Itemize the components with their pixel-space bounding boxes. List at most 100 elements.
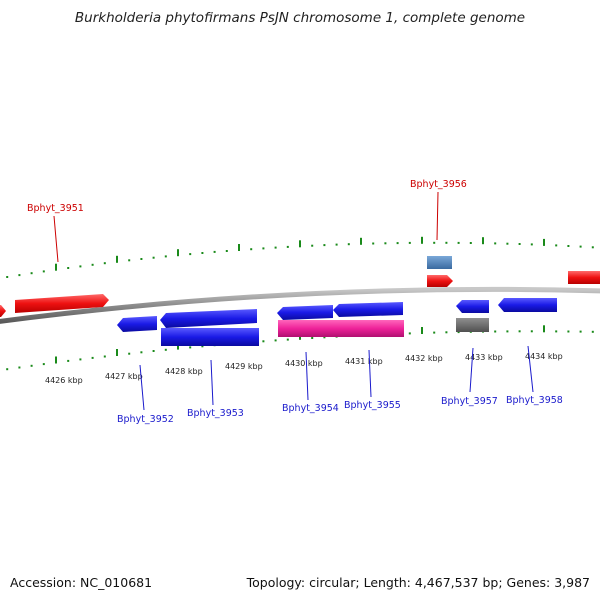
scale-dot <box>6 276 9 278</box>
gene-block-steelblue[interactable] <box>427 256 452 269</box>
scale-dot <box>30 364 33 367</box>
scale-dot <box>225 250 228 252</box>
scale-dot <box>433 241 436 244</box>
scale-dot <box>128 352 131 355</box>
gene-labels: Bphyt_3951 Bphyt_3956 Bphyt_3952 Bphyt_3… <box>27 179 563 425</box>
scale-dot <box>445 331 448 334</box>
gene-label[interactable]: Bphyt_3952 <box>117 414 174 425</box>
scale-dot <box>469 242 472 244</box>
scale-dot <box>42 270 45 273</box>
scale-major-tick <box>482 237 484 245</box>
scale-major-tick <box>55 263 57 271</box>
kbp-tick-label: 4431 kbp <box>345 357 383 366</box>
forward-gene-arrow[interactable] <box>15 294 109 313</box>
kbp-tick-label: 4428 kbp <box>165 367 203 376</box>
reverse-gene-arrow[interactable] <box>498 298 557 312</box>
scale-major-tick <box>421 236 423 244</box>
gene-label[interactable]: Bphyt_3958 <box>506 395 563 406</box>
scale-dot <box>140 351 143 354</box>
kbp-tick-label: 4434 kbp <box>525 352 563 361</box>
scale-dot <box>335 243 338 246</box>
scale-dot <box>494 242 497 245</box>
reverse-gene-arrow[interactable] <box>160 309 257 328</box>
accession-text: Accession: NC_010681 <box>10 575 153 590</box>
scale-dot <box>591 330 594 333</box>
gene-block-magenta[interactable] <box>278 320 404 337</box>
scale-dot <box>506 330 509 333</box>
forward-gene-arrow[interactable] <box>0 305 6 317</box>
scale-dot <box>445 241 448 244</box>
scale-dot <box>201 345 204 348</box>
forward-genes <box>0 256 600 317</box>
scale-dot <box>189 346 192 349</box>
scale-major-tick <box>116 349 118 356</box>
scale-dot <box>494 330 497 333</box>
scale-dot <box>579 330 582 333</box>
scale-dot <box>79 358 82 361</box>
kbp-tick-label: 4429 kbp <box>225 362 263 371</box>
scale-dot <box>250 248 253 251</box>
forward-scale-ticks <box>6 236 594 278</box>
scale-dot <box>152 350 155 352</box>
scale-dot <box>189 253 192 256</box>
forward-gene-arrow[interactable] <box>427 275 453 287</box>
kbp-tick-label: 4433 kbp <box>465 353 503 362</box>
scale-dot <box>457 331 460 334</box>
kbp-tick-labels: 4426 kbp 4427 kbp 4428 kbp 4429 kbp 4430… <box>45 352 563 385</box>
gene-label[interactable]: Bphyt_3957 <box>441 396 498 407</box>
kbp-tick-label: 4432 kbp <box>405 354 443 363</box>
scale-major-tick <box>177 342 179 350</box>
scale-dot <box>311 244 314 247</box>
scale-dot <box>274 339 277 342</box>
leader-line <box>527 345 534 393</box>
scale-dot <box>18 366 21 369</box>
reverse-genes <box>117 298 557 346</box>
scale-dot <box>555 330 558 333</box>
scale-dot <box>103 355 106 358</box>
scale-dot <box>347 243 350 246</box>
reverse-gene-arrow[interactable] <box>117 316 157 332</box>
scale-dot <box>506 242 509 245</box>
scale-dot <box>530 243 533 246</box>
scale-dot <box>213 250 216 253</box>
scale-dot <box>164 348 167 351</box>
scale-dot <box>140 258 143 260</box>
gene-label[interactable]: Bphyt_3951 <box>27 203 84 214</box>
scale-dot <box>433 331 436 334</box>
scale-dot <box>591 246 594 249</box>
reverse-gene-arrow[interactable] <box>333 302 403 317</box>
scale-dot <box>396 242 399 245</box>
scale-major-tick <box>238 244 240 251</box>
leader-line <box>53 215 59 263</box>
scale-dot <box>91 356 94 359</box>
gene-label[interactable]: Bphyt_3953 <box>187 408 244 419</box>
reverse-gene-block[interactable] <box>161 328 259 346</box>
scale-dot <box>408 241 411 244</box>
scale-dot <box>555 244 558 247</box>
scale-major-tick <box>116 255 118 263</box>
scale-dot <box>384 242 387 245</box>
scale-dot <box>518 243 521 245</box>
forward-gene-block[interactable] <box>568 271 600 284</box>
scale-dot <box>79 265 82 268</box>
scale-dot <box>567 245 570 247</box>
scale-dot <box>323 244 326 247</box>
scale-dot <box>372 242 375 245</box>
leader-line <box>436 191 439 241</box>
scale-dot <box>567 330 570 333</box>
scale-major-tick <box>360 237 362 245</box>
gene-label[interactable]: Bphyt_3954 <box>282 403 339 414</box>
reverse-gene-arrow[interactable] <box>277 305 333 320</box>
scale-dot <box>408 332 411 335</box>
genome-title: Burkholderia phytofirmans PsJN chromosom… <box>74 10 526 26</box>
gene-block-gray[interactable] <box>456 318 489 332</box>
genome-summary-text: Topology: circular; Length: 4,467,537 bp… <box>246 575 590 590</box>
gene-label[interactable]: Bphyt_3956 <box>410 179 467 190</box>
leader-line <box>210 359 214 406</box>
reverse-gene-arrow[interactable] <box>456 300 489 313</box>
label-leaders <box>53 191 534 411</box>
gene-label[interactable]: Bphyt_3955 <box>344 400 401 411</box>
scale-dot <box>286 245 289 248</box>
kbp-tick-label: 4427 kbp <box>105 372 143 381</box>
scale-dot <box>91 263 94 266</box>
